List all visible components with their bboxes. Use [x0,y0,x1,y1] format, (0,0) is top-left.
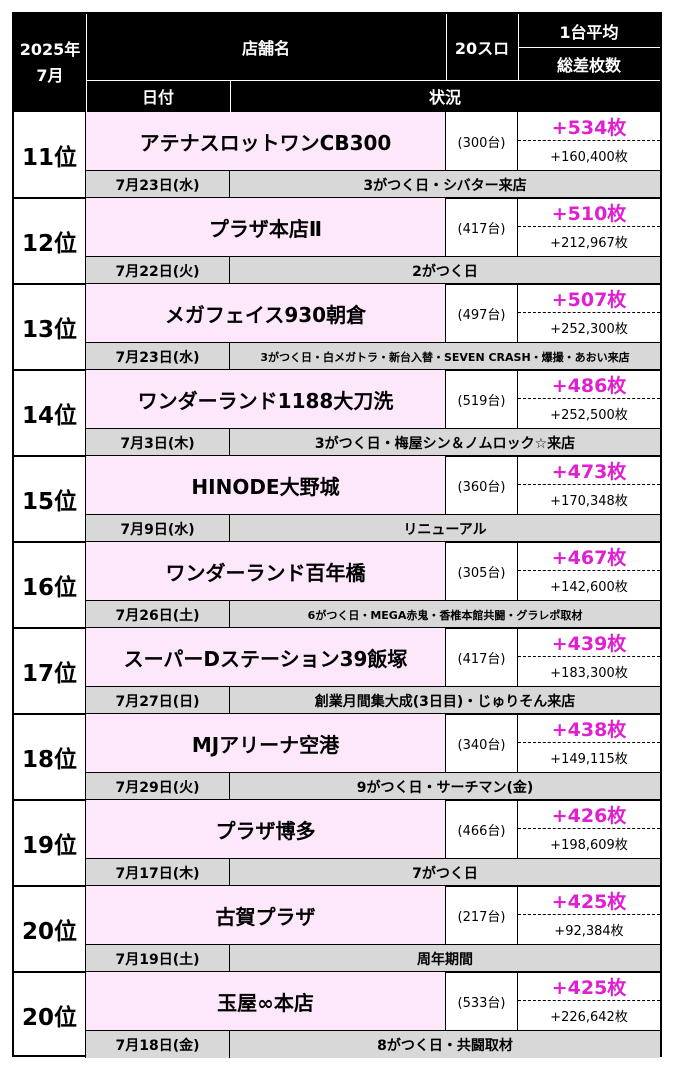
ranking-row: 20位 玉屋∞本店 (533台) +425枚 +226,642枚 7月18日(金) 8がつく… [14,972,660,1058]
total-diff: +170,348枚 [550,494,628,509]
rank-label: 14位 [14,370,86,456]
event-status: 周年期間 [230,944,660,972]
shop-name: 玉屋∞本店 [86,972,446,1030]
total-diff: +198,609枚 [550,838,628,853]
shop-name: MJアリーナ空港 [86,714,446,772]
rank-label: 20位 [14,886,86,972]
avg-diff: +439枚 [518,628,660,657]
event-status: 2がつく日 [230,256,660,284]
rank-label: 15位 [14,456,86,542]
event-date: 7月23日(水) [86,170,230,198]
avg-diff: +486枚 [518,370,660,399]
machine-count: (300台) [446,112,518,170]
ranking-row: 12位 プラザ本店Ⅱ (417台) +510枚 +212,967枚 7月22日(火) 2がつ… [14,198,660,284]
period-year: 2025年 [19,40,81,59]
total-diff: +160,400枚 [550,150,628,165]
event-status: リニューアル [230,514,660,542]
rank-label: 17位 [14,628,86,714]
status-col-header: 状況 [428,88,461,107]
avg-diff: +534枚 [518,112,660,141]
event-date: 7月19日(土) [86,944,230,972]
machine-count: (360台) [446,456,518,514]
shop-name: アテナスロットワンCB300 [86,112,446,170]
rank-label: 20位 [14,972,86,1058]
rank-label: 18位 [14,714,86,800]
total-diff: +252,500枚 [550,408,628,423]
ranking-table: 2025年 7月 店舗名 20スロ 1台平均 総差枚数 日付 状況 11位 アテナ… [12,12,662,1058]
machine-count: (417台) [446,198,518,256]
avg-diff: +467枚 [518,542,660,571]
machine-count: (466台) [446,800,518,858]
rank-label: 11位 [14,112,86,198]
period-cell: 2025年 7月 [14,14,86,112]
ranking-row: 18位 MJアリーナ空港 (340台) +438枚 +149,115枚 7月29日(火) 9… [14,714,660,800]
event-date: 7月18日(金) [86,1030,230,1058]
avg-diff: +425枚 [518,886,660,915]
total-diff: +92,384枚 [554,924,624,939]
event-status: 3がつく日・シバター来店 [230,170,660,198]
ranking-row: 11位 アテナスロットワンCB300 (300台) +534枚 +160,400枚 7月2… [14,112,660,198]
shop-name: ワンダーランド百年橋 [86,542,446,600]
shop-col-header: 店舗名 [241,39,290,58]
total-diff: +149,115枚 [550,752,628,767]
shop-name: スーパーDステーション39飯塚 [86,628,446,686]
ranking-row: 19位 プラザ博多 (466台) +426枚 +198,609枚 7月17日(木) 7がつく… [14,800,660,886]
total-diff: +142,600枚 [550,580,628,595]
total-diff: +252,300枚 [550,322,628,337]
ranking-row: 15位 HINODE大野城 (360台) +473枚 +170,348枚 7月9日(水) リ… [14,456,660,542]
avg-diff: +425枚 [518,972,660,1001]
machine-count: (417台) [446,628,518,686]
ranking-row: 14位 ワンダーランド1188大刀洗 (519台) +486枚 +252,500枚 7月3… [14,370,660,456]
avg-diff: +473枚 [518,456,660,485]
event-status: 3がつく日・白メガトラ・新台入替・SEVEN CRASH・爆撮・あおい来店 [230,342,660,370]
period-month: 7月 [36,66,64,85]
event-status: 3がつく日・梅屋シン＆ノムロック☆来店 [230,428,660,456]
rank-label: 16位 [14,542,86,628]
total-diff: +212,967枚 [550,236,628,251]
total-diff: +183,300枚 [550,666,628,681]
rank-label: 13位 [14,284,86,370]
ranking-row: 16位 ワンダーランド百年橋 (305台) +467枚 +142,600枚 7月26日(土… [14,542,660,628]
avg-diff: +510枚 [518,198,660,227]
rank-label: 12位 [14,198,86,284]
avg-col-header: 1台平均 [559,22,619,42]
event-date: 7月29日(火) [86,772,230,800]
machine-count: (519台) [446,370,518,428]
ranking-row: 20位 古賀プラザ (217台) +425枚 +92,384枚 7月19日(土) 周年期間 [14,886,660,972]
total-col-header: 総差枚数 [556,55,621,75]
shop-name: メガフェイス930朝倉 [86,284,446,342]
avg-diff: +507枚 [518,284,660,313]
machine-col-header: 20スロ [454,39,510,58]
event-date: 7月17日(木) [86,858,230,886]
machine-count: (340台) [446,714,518,772]
shop-name: プラザ博多 [86,800,446,858]
ranking-row: 17位 スーパーDステーション39飯塚 (417台) +439枚 +183,300枚 7月… [14,628,660,714]
event-status: 8がつく日・共闘取材 [230,1030,660,1058]
table-header: 2025年 7月 店舗名 20スロ 1台平均 総差枚数 日付 状況 [14,14,660,112]
event-date: 7月3日(木) [86,428,230,456]
machine-count: (533台) [446,972,518,1030]
event-status: 6がつく日・MEGA赤鬼・香椎本館共闘・グラレポ取材 [230,600,660,628]
total-diff: +226,642枚 [550,1010,628,1025]
ranking-row: 13位 メガフェイス930朝倉 (497台) +507枚 +252,300枚 7月23日(… [14,284,660,370]
event-status: 7がつく日 [230,858,660,886]
event-date: 7月26日(土) [86,600,230,628]
event-status: 9がつく日・サーチマン(金) [230,772,660,800]
shop-name: HINODE大野城 [86,456,446,514]
event-date: 7月27日(日) [86,686,230,714]
shop-name: ワンダーランド1188大刀洗 [86,370,446,428]
event-date: 7月23日(水) [86,342,230,370]
event-date: 7月9日(水) [86,514,230,542]
date-col-header: 日付 [141,88,174,107]
machine-count: (217台) [446,886,518,944]
avg-diff: +426枚 [518,800,660,829]
avg-diff: +438枚 [518,714,660,743]
rank-label: 19位 [14,800,86,886]
shop-name: プラザ本店Ⅱ [86,198,446,256]
event-date: 7月22日(火) [86,256,230,284]
event-status: 創業月間集大成(3日目)・じゅりそん来店 [230,686,660,714]
shop-name: 古賀プラザ [86,886,446,944]
machine-count: (305台) [446,542,518,600]
machine-count: (497台) [446,284,518,342]
